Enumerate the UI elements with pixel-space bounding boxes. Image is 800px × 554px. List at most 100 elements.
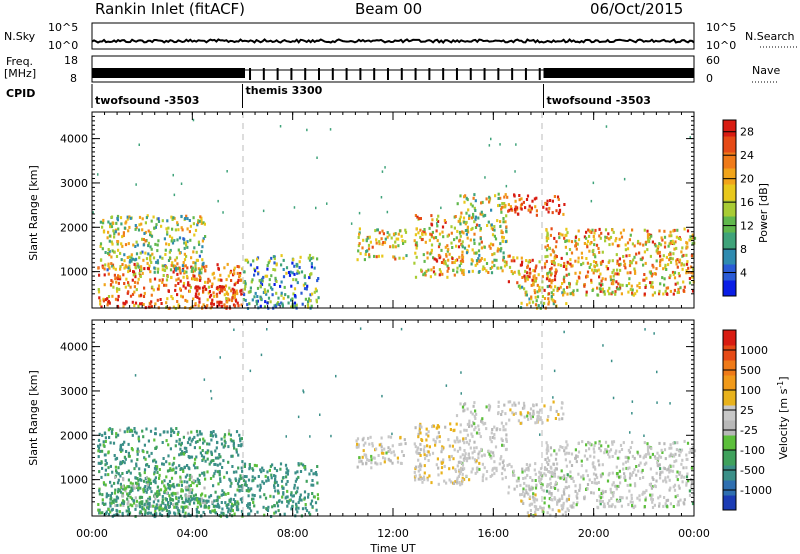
cell: [614, 272, 617, 276]
cell: [195, 258, 198, 262]
cell: [171, 468, 174, 472]
cell: [675, 262, 678, 266]
cell: [143, 513, 146, 517]
cell: [257, 475, 260, 478]
cell: [130, 253, 133, 257]
cell: [249, 286, 252, 290]
cell: [132, 501, 136, 505]
cell: [481, 462, 484, 466]
cell: [533, 278, 536, 281]
cell: [117, 274, 120, 278]
time-tick-label: 08:00: [277, 527, 309, 540]
cell: [559, 476, 562, 480]
cell: [138, 294, 141, 298]
cell: [372, 456, 375, 460]
cell: [586, 243, 589, 247]
cell: [535, 505, 538, 509]
y-tick-label: 1000: [60, 474, 88, 487]
cell: [660, 236, 663, 240]
cell: [562, 212, 565, 216]
colorbar-tick-label: 28: [740, 126, 754, 139]
cell: [303, 496, 306, 500]
cell: [507, 254, 510, 258]
cell: [444, 425, 447, 429]
cell: [661, 470, 664, 474]
cell: [239, 437, 242, 441]
cell: [593, 450, 596, 454]
cell: [574, 448, 577, 452]
cell: [658, 504, 661, 508]
cell: [182, 506, 185, 510]
cell: [653, 291, 656, 295]
cell: [283, 512, 286, 516]
cell: [101, 498, 104, 502]
cell: [575, 242, 578, 245]
cell: [310, 304, 313, 308]
cell: [126, 215, 129, 219]
cell: [97, 173, 99, 176]
cell: [664, 478, 667, 482]
cell: [686, 441, 690, 445]
cell: [513, 270, 516, 274]
cell: [154, 481, 157, 485]
cell: [533, 197, 536, 201]
cell: [627, 448, 630, 452]
cell: [92, 211, 94, 214]
cell: [198, 268, 201, 272]
cell: [138, 223, 141, 227]
cell: [561, 513, 564, 517]
cell: [419, 454, 422, 457]
cell: [168, 505, 171, 508]
cell: [601, 463, 604, 467]
cell: [430, 233, 433, 237]
cell: [678, 260, 681, 264]
cell: [182, 237, 185, 241]
cell: [616, 499, 619, 503]
cell: [499, 143, 501, 146]
cell: [140, 495, 144, 499]
cell: [110, 240, 113, 244]
cell: [423, 271, 426, 275]
cell: [306, 284, 309, 288]
cell: [495, 466, 498, 470]
cell: [663, 229, 666, 233]
cell: [202, 221, 205, 225]
cell: [610, 497, 613, 500]
cell: [566, 498, 569, 502]
colorbar-swatch: [723, 450, 736, 466]
cell: [672, 464, 675, 468]
cell: [545, 239, 548, 243]
cell: [155, 445, 158, 449]
cell: [501, 410, 504, 413]
cell: [618, 244, 621, 248]
cell: [474, 199, 477, 203]
cell: [638, 498, 641, 502]
cell: [638, 494, 641, 498]
cell: [642, 263, 645, 267]
cell: [308, 276, 311, 280]
cell: [529, 509, 532, 512]
cell: [504, 193, 507, 197]
cell: [150, 300, 153, 304]
cell: [495, 428, 498, 432]
cell: [137, 437, 140, 441]
cell: [154, 476, 157, 480]
cell: [562, 490, 565, 494]
cell: [262, 481, 265, 485]
cell: [516, 281, 519, 285]
cell: [592, 447, 595, 451]
cell: [122, 502, 125, 505]
cell: [574, 271, 577, 275]
cell: [636, 450, 639, 454]
cell: [623, 262, 627, 266]
cell: [473, 458, 477, 462]
cell: [452, 466, 455, 470]
cell: [611, 290, 614, 294]
colorbar-tick-label: 4: [740, 267, 747, 280]
cell: [564, 510, 567, 514]
cell: [690, 271, 693, 275]
cell: [226, 170, 228, 173]
cell: [519, 412, 522, 416]
